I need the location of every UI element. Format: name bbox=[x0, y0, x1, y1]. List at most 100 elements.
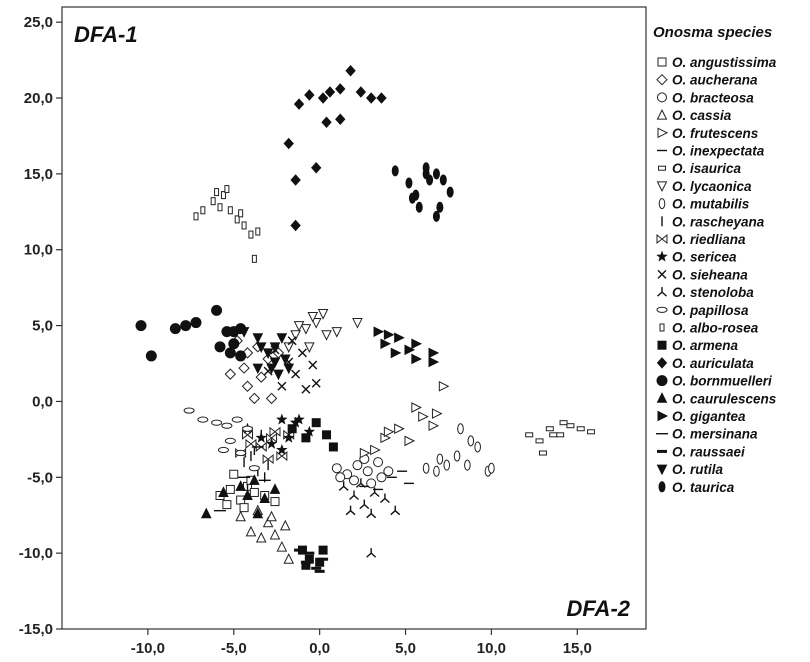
legend-marker bbox=[657, 92, 667, 103]
x-axis: -10,0 -5,0 0,0 5,0 10,0 15,0 bbox=[131, 629, 592, 657]
data-point bbox=[180, 320, 192, 332]
data-point bbox=[317, 308, 329, 320]
data-point bbox=[335, 83, 346, 95]
data-point bbox=[349, 475, 359, 486]
series-o-bracteosa bbox=[331, 454, 394, 489]
legend-item-o-rutila: O. rutila bbox=[656, 462, 723, 477]
data-point bbox=[404, 435, 416, 447]
data-point bbox=[576, 426, 585, 432]
legend-marker bbox=[656, 464, 668, 476]
data-point bbox=[566, 423, 575, 429]
data-point bbox=[269, 426, 281, 437]
data-point bbox=[241, 380, 254, 392]
legend-label: O. inexpectata bbox=[672, 144, 765, 159]
legend-item-o-riedliana: O. riedliana bbox=[656, 232, 746, 247]
data-point bbox=[229, 469, 239, 479]
series-o-stenoloba bbox=[338, 478, 401, 558]
data-point bbox=[269, 342, 281, 353]
legend-label: O. riedliana bbox=[672, 232, 746, 247]
data-point bbox=[248, 392, 261, 405]
series-o-frutescens bbox=[359, 380, 450, 459]
data-point bbox=[242, 429, 254, 440]
data-point bbox=[283, 363, 295, 375]
data-point bbox=[282, 431, 295, 443]
series-o-albo-rosea bbox=[193, 185, 261, 263]
data-point bbox=[277, 381, 287, 391]
data-point bbox=[438, 380, 450, 392]
y-tick-label: 15,0 bbox=[24, 166, 53, 183]
data-point bbox=[366, 92, 377, 104]
data-point bbox=[242, 425, 254, 432]
data-point bbox=[262, 348, 274, 360]
data-point bbox=[238, 327, 250, 338]
legend-marker bbox=[657, 57, 667, 67]
legend-label: O. bornmuelleri bbox=[672, 374, 772, 389]
legend-item-o-taurica: O. taurica bbox=[658, 480, 735, 495]
data-point bbox=[366, 478, 377, 489]
legend-marker bbox=[657, 340, 667, 350]
x-tick-label: 15,0 bbox=[563, 640, 592, 657]
data-point bbox=[418, 411, 429, 422]
legend-label: O. armena bbox=[672, 338, 739, 353]
legend-item-o-caurulescens: O. caurulescens bbox=[656, 391, 777, 406]
data-point bbox=[234, 215, 240, 224]
legend-item-o-raussaei: O. raussaei bbox=[657, 444, 745, 459]
legend-label: O. isaurica bbox=[672, 161, 742, 176]
legend-item-o-sericea: O. sericea bbox=[656, 250, 737, 265]
data-point bbox=[252, 333, 264, 344]
data-point bbox=[275, 443, 288, 456]
legend-label: O. gigantea bbox=[672, 409, 746, 424]
data-point bbox=[380, 338, 392, 350]
legend-marker bbox=[657, 410, 669, 422]
data-point bbox=[366, 548, 377, 558]
legend-marker bbox=[656, 108, 668, 120]
legend-item-o-isaurica: O. isaurica bbox=[658, 161, 742, 176]
legend-item-o-papillosa: O. papillosa bbox=[656, 303, 749, 318]
data-point bbox=[235, 449, 247, 457]
data-point bbox=[294, 548, 305, 552]
data-point bbox=[422, 168, 430, 180]
data-point bbox=[318, 545, 328, 555]
data-point bbox=[200, 206, 206, 215]
data-point bbox=[301, 433, 311, 443]
x-tick-label: 0,0 bbox=[309, 640, 330, 657]
legend-label: O. angustissima bbox=[672, 55, 777, 70]
data-point bbox=[314, 569, 325, 573]
legend-item-o-frutescens: O. frutescens bbox=[657, 126, 759, 141]
data-point bbox=[218, 486, 229, 497]
data-point bbox=[488, 462, 495, 474]
legend-label: O. cassia bbox=[672, 108, 732, 123]
data-point bbox=[290, 219, 301, 232]
legend-marker bbox=[656, 250, 668, 262]
data-point bbox=[228, 338, 240, 350]
x-tick-label: -10,0 bbox=[131, 640, 165, 657]
data-point bbox=[279, 354, 291, 366]
data-point bbox=[145, 350, 157, 362]
data-point bbox=[297, 348, 307, 358]
y-axis: 25,0 20,0 15,0 10,0 5,0 0,0 -5,0 -10,0 -15,0 bbox=[19, 14, 62, 638]
legend-label: O. caurulescens bbox=[672, 391, 777, 406]
series-o-lycaonica bbox=[283, 308, 363, 353]
data-point bbox=[231, 416, 243, 423]
legend-label: O. raussaei bbox=[672, 444, 745, 459]
data-point bbox=[265, 437, 278, 449]
data-point bbox=[252, 507, 264, 519]
legend-marker bbox=[658, 165, 666, 171]
data-point bbox=[214, 341, 226, 353]
data-point bbox=[433, 465, 440, 477]
data-point bbox=[457, 423, 464, 435]
data-point bbox=[362, 466, 373, 477]
data-point bbox=[238, 209, 244, 218]
data-point bbox=[373, 326, 385, 337]
data-point bbox=[439, 174, 447, 186]
data-point bbox=[255, 227, 261, 236]
data-point bbox=[217, 446, 229, 454]
legend-label: O. sieheana bbox=[672, 267, 748, 282]
data-point bbox=[474, 441, 481, 453]
data-point bbox=[283, 137, 294, 150]
data-point bbox=[311, 378, 321, 388]
data-point bbox=[359, 499, 370, 510]
data-point bbox=[308, 360, 318, 370]
data-point bbox=[242, 489, 253, 500]
data-point bbox=[411, 338, 422, 350]
